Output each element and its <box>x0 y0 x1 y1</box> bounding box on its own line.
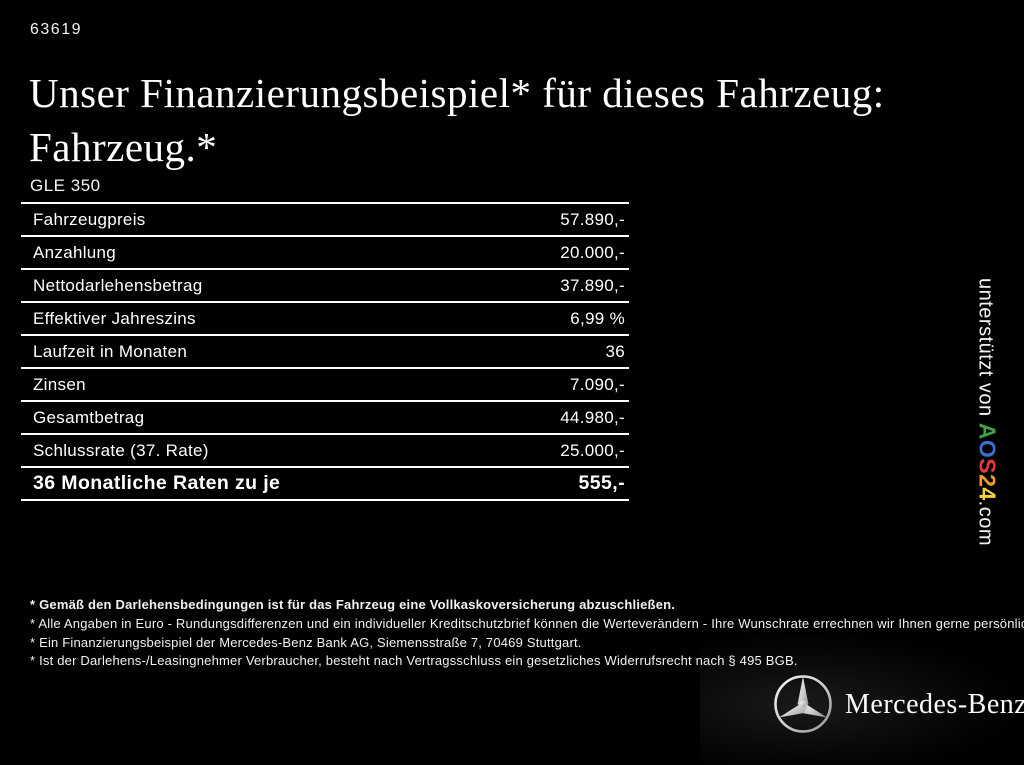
aos24-letter: O <box>974 439 1001 459</box>
footnote-line: * Gemäß den Darlehensbedingungen ist für… <box>30 597 676 612</box>
reference-number: 63619 <box>30 21 82 38</box>
footnote-line: * Alle Angaben in Euro - Rundungsdiffere… <box>30 615 1024 631</box>
row-label: Schlussrate (37. Rate) <box>33 440 209 460</box>
row-label: Effektiver Jahreszins <box>33 308 196 328</box>
table-row: Effektiver Jahreszins 6,99 % <box>21 301 629 334</box>
mercedes-benz-wordmark: Mercedes-Benz <box>845 689 1024 720</box>
row-value: 57.890,- <box>560 209 625 229</box>
table-row: Fahrzeugpreis 57.890,- <box>21 202 629 235</box>
supported-by-vertical-text: unterstützt von AOS24.com <box>974 278 1001 546</box>
row-value: 36 <box>605 341 625 361</box>
row-label: Fahrzeugpreis <box>33 209 146 229</box>
table-row: Laufzeit in Monaten 36 <box>21 334 629 367</box>
aos24-letter: S <box>974 458 1001 475</box>
financing-table: Fahrzeugpreis 57.890,- Anzahlung 20.000,… <box>21 202 629 501</box>
row-value: 25.000,- <box>560 440 625 460</box>
aos24-letter: A <box>974 422 1001 440</box>
row-label: Gesamtbetrag <box>33 407 145 427</box>
table-row: Zinsen 7.090,- <box>21 367 629 400</box>
page-title: Unser Finanzierungsbeispiel* für dieses … <box>29 66 885 174</box>
row-value: 20.000,- <box>560 242 625 262</box>
vehicle-model: GLE 350 <box>30 176 101 195</box>
mercedes-star-icon <box>774 675 832 733</box>
table-row: Nettodarlehensbetrag 37.890,- <box>21 268 629 301</box>
supported-by-suffix: .com <box>974 500 997 547</box>
row-value: 6,99 % <box>570 308 625 328</box>
table-row: Anzahlung 20.000,- <box>21 235 629 268</box>
row-value: 555,- <box>578 472 625 494</box>
table-row: Schlussrate (37. Rate) 25.000,- <box>21 433 629 466</box>
aos24-letter: 2 <box>974 474 1001 488</box>
row-value: 44.980,- <box>560 407 625 427</box>
footnotes: * Gemäß den Darlehensbedingungen ist für… <box>30 596 1024 671</box>
table-row: Gesamtbetrag 44.980,- <box>21 400 629 433</box>
footnote-line: * Ist der Darlehens-/Leasingnehmer Verbr… <box>30 653 798 669</box>
row-label: Zinsen <box>33 374 86 394</box>
supported-by-prefix: unterstützt von <box>974 277 997 423</box>
row-value: 7.090,- <box>569 374 625 394</box>
table-row-total: 36 Monatliche Raten zu je 555,- <box>21 466 629 499</box>
row-label: Nettodarlehensbetrag <box>33 275 203 295</box>
page-title-line1: Unser Finanzierungsbeispiel* für dieses … <box>29 70 885 116</box>
footnote-line: * Ein Finanzierungsbeispiel der Mercedes… <box>30 634 582 650</box>
row-label: Anzahlung <box>33 242 117 262</box>
row-label: 36 Monatliche Raten zu je <box>33 472 281 494</box>
row-value: 37.890,- <box>560 275 625 295</box>
row-label: Laufzeit in Monaten <box>33 341 188 361</box>
aos24-letter: 4 <box>974 487 1001 501</box>
page-title-line2: Fahrzeug.* <box>29 124 218 170</box>
